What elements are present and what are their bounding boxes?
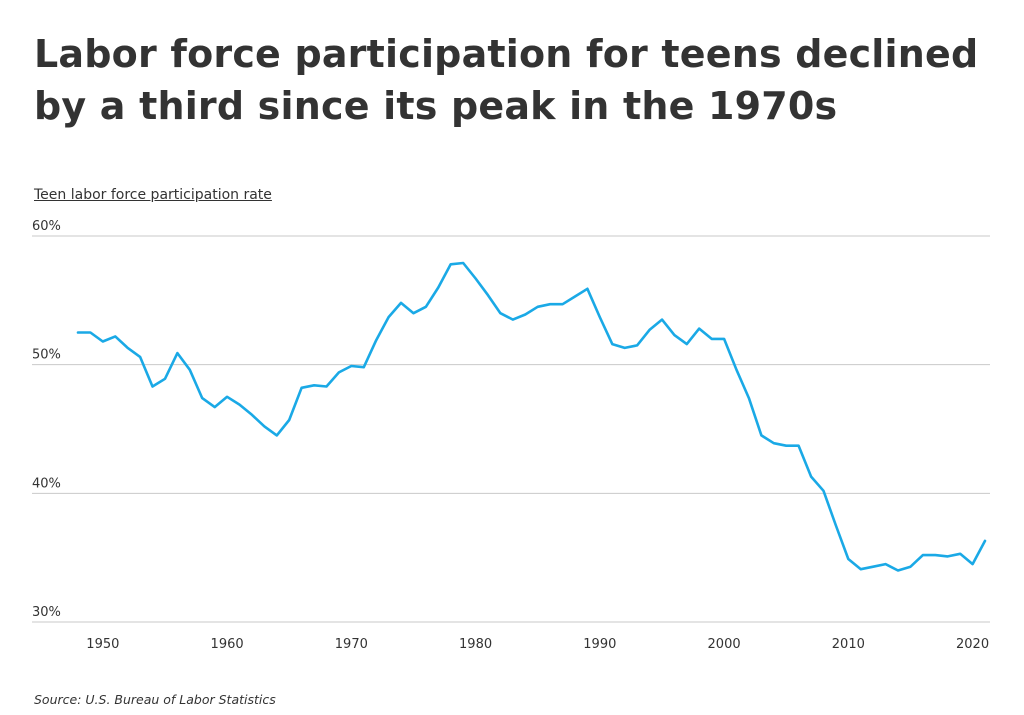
x-tick-label: 2020	[956, 637, 989, 652]
x-tick-label: 1970	[335, 637, 368, 652]
y-tick-label: 40%	[32, 476, 61, 491]
y-tick-label: 60%	[32, 219, 61, 234]
series-line	[76, 261, 987, 572]
y-axis-label: Teen labor force participation rate	[34, 187, 272, 203]
y-tick-label: 50%	[32, 348, 61, 363]
x-tick-labels: 1950 1960 1970 1980 1990 2000 2010 2020	[86, 637, 989, 652]
chart-title: Labor force participation for teens decl…	[34, 32, 979, 128]
x-tick-label: 1950	[86, 637, 119, 652]
source-note: Source: U.S. Bureau of Labor Statistics	[34, 692, 276, 707]
x-tick-label: 1990	[583, 637, 616, 652]
x-tick-label: 2000	[708, 637, 741, 652]
y-tick-labels: 60% 50% 40% 30%	[32, 219, 61, 620]
x-tick-label: 2010	[832, 637, 865, 652]
x-tick-label: 1960	[211, 637, 244, 652]
gridlines	[32, 235, 990, 623]
x-tick-label: 1980	[459, 637, 492, 652]
y-tick-label: 30%	[32, 605, 61, 620]
